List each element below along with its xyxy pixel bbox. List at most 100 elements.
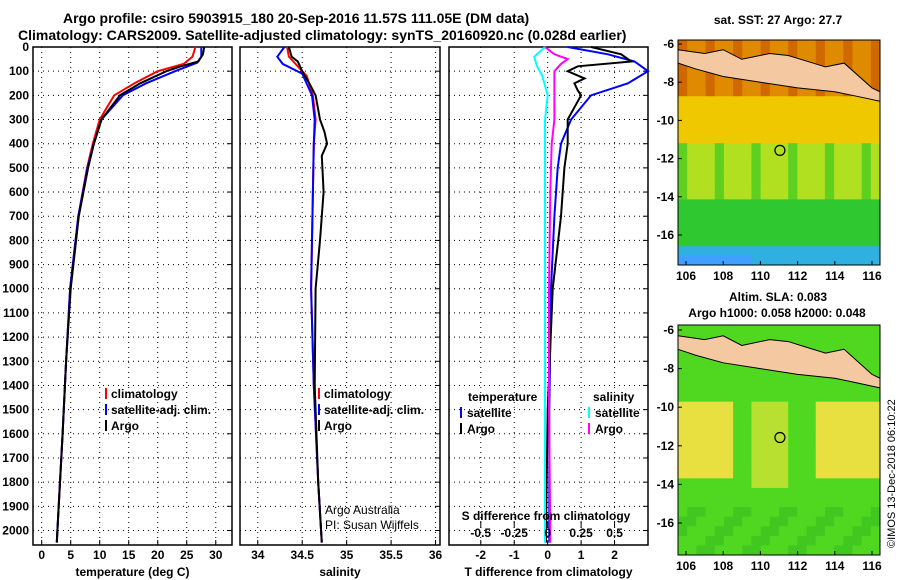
map-cell xyxy=(852,96,863,107)
plot-frame xyxy=(448,46,649,546)
map-cell xyxy=(870,49,881,60)
map-cell xyxy=(687,392,697,403)
map-cell xyxy=(806,411,817,422)
map-cell xyxy=(742,507,752,518)
map-cell xyxy=(714,105,725,116)
map-cell xyxy=(870,105,881,116)
map-cell xyxy=(751,526,762,537)
map-cell xyxy=(870,152,881,163)
map-cell xyxy=(769,382,780,393)
map-cell xyxy=(797,246,808,257)
map-cell xyxy=(779,507,789,518)
map-cell xyxy=(705,420,716,431)
map-cell xyxy=(843,180,853,191)
map-cell xyxy=(760,161,771,172)
map-cell xyxy=(733,77,743,88)
map-cell xyxy=(870,401,881,412)
map-cell xyxy=(834,105,844,116)
map-cell xyxy=(815,255,826,266)
map-cell xyxy=(870,40,881,50)
map-cell xyxy=(687,133,697,144)
map-cell xyxy=(824,115,835,125)
map-cell xyxy=(696,152,707,163)
map-cell xyxy=(788,180,798,191)
map-cell xyxy=(824,516,835,527)
map-frame xyxy=(677,39,881,266)
lat-tick-label: -10 xyxy=(657,113,675,127)
map-cell xyxy=(760,401,771,412)
map-cell xyxy=(843,246,853,257)
map-cell xyxy=(769,334,780,345)
lon-tick-label: 106 xyxy=(676,269,696,283)
map-cell xyxy=(870,68,881,78)
map-cell xyxy=(870,440,881,451)
map-cell xyxy=(687,190,697,200)
x-tick-label: 0 xyxy=(544,548,551,562)
map-cell xyxy=(742,478,752,489)
map-cell xyxy=(678,401,688,412)
map-cell xyxy=(705,487,716,498)
map-cell xyxy=(687,40,697,50)
map-cell xyxy=(861,227,872,238)
y-tick-label: 900 xyxy=(9,258,29,272)
map-cell xyxy=(870,344,881,355)
map-cell xyxy=(852,236,863,247)
map-cell xyxy=(797,372,808,383)
map-cell xyxy=(788,133,798,144)
map-cell xyxy=(788,218,798,228)
map-cell xyxy=(678,236,688,247)
map-cell xyxy=(843,411,853,422)
map-cell xyxy=(815,124,826,135)
map-cell xyxy=(797,526,808,537)
map-cell xyxy=(870,478,881,489)
map-cell xyxy=(797,334,808,345)
map-cell xyxy=(861,58,872,69)
map-cell xyxy=(852,218,863,228)
map-cell xyxy=(824,545,835,556)
map-cell xyxy=(861,218,872,228)
map-cell xyxy=(779,115,789,125)
map-cell xyxy=(733,487,743,498)
map-cell xyxy=(714,255,725,266)
map-cell xyxy=(687,526,697,537)
map-cell xyxy=(806,227,817,238)
map-cell xyxy=(870,227,881,238)
map-cell xyxy=(678,478,688,489)
map-cell xyxy=(751,124,762,135)
map-cell xyxy=(723,468,734,479)
map-cell xyxy=(696,180,707,191)
lon-tick-label: 114 xyxy=(825,559,845,573)
y-tick-label: 1400 xyxy=(2,378,29,392)
map-cell xyxy=(806,255,817,266)
map-cell xyxy=(815,143,826,153)
map-cell xyxy=(797,143,808,153)
map-cell xyxy=(806,199,817,210)
map-cell xyxy=(797,392,808,403)
map-cell xyxy=(806,86,817,97)
map-cell xyxy=(705,199,716,210)
map-cell xyxy=(696,459,707,470)
map-cell xyxy=(769,430,780,441)
map-cell xyxy=(852,208,863,219)
map-cell xyxy=(678,86,688,97)
map-cell xyxy=(815,478,826,489)
map-cell xyxy=(769,190,780,200)
map-cell xyxy=(769,115,780,125)
map-cell xyxy=(870,190,881,200)
map-cell xyxy=(751,255,762,266)
map-cell xyxy=(861,353,872,364)
map-cell xyxy=(742,218,752,228)
map-cell xyxy=(760,171,771,182)
map-cell xyxy=(751,440,762,451)
map-cell xyxy=(678,372,688,383)
map-cell xyxy=(843,208,853,219)
map-cell xyxy=(760,420,771,431)
map-cell xyxy=(723,86,734,97)
map-cell xyxy=(696,507,707,518)
map-cell xyxy=(815,392,826,403)
map-cell xyxy=(870,392,881,403)
lat-tick-label: -10 xyxy=(657,400,675,414)
map-cell xyxy=(806,246,817,257)
map-cell xyxy=(678,487,688,498)
